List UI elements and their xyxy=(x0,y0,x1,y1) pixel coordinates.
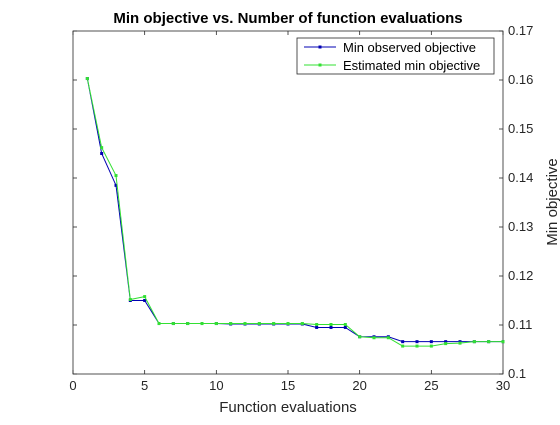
y-tick-label: 0.17 xyxy=(508,23,533,38)
legend-box xyxy=(296,37,495,75)
x-tick-label: 15 xyxy=(281,378,295,393)
series-1-point xyxy=(300,322,304,326)
x-tick-label: 25 xyxy=(424,378,438,393)
x-tick-label: 5 xyxy=(141,378,148,393)
plot-frame xyxy=(72,30,504,375)
series-1-point xyxy=(200,322,204,326)
series-1-point xyxy=(243,322,247,326)
series-1-point xyxy=(401,344,405,348)
series-0-point xyxy=(415,340,419,344)
series-1-point xyxy=(315,323,319,327)
legend: Min observed objective Estimated min obj… xyxy=(296,37,495,75)
y-tick-label: 0.11 xyxy=(508,317,532,332)
x-axis-label: Function evaluations xyxy=(219,399,357,416)
series-1-point xyxy=(472,340,476,344)
series-1-point xyxy=(214,322,218,326)
series-1-point xyxy=(415,344,419,348)
series-1-point xyxy=(143,295,147,299)
plot-area xyxy=(72,30,504,375)
series-1-point xyxy=(487,340,491,344)
series-1-point xyxy=(372,336,376,340)
series-1-point xyxy=(501,340,505,344)
series-0-point xyxy=(143,299,147,302)
x-tick-label: 0 xyxy=(69,378,76,393)
series-1-point xyxy=(429,344,433,348)
series-1-point xyxy=(128,298,132,302)
series-1-point xyxy=(386,336,390,340)
series-0-point xyxy=(429,340,433,344)
chart-title: Min objective vs. Number of function eva… xyxy=(113,10,462,27)
y-tick-label: 0.12 xyxy=(508,268,533,283)
series-1-point xyxy=(444,342,448,346)
series-1-point xyxy=(272,322,276,326)
series-1-point xyxy=(458,341,462,345)
x-tick-label: 10 xyxy=(209,378,223,393)
legend-marker-estimated xyxy=(318,63,322,67)
y-tick-label: 0.1 xyxy=(508,366,526,381)
series-layer xyxy=(85,77,505,348)
series-1-point xyxy=(257,322,261,326)
y-axis: 0.1 0.11 0.12 0.13 0.14 0.15 0.16 0.17 xyxy=(73,23,533,381)
series-0-point xyxy=(401,340,405,344)
legend-marker-observed xyxy=(318,45,322,49)
legend-label-estimated: Estimated min objective xyxy=(343,58,480,73)
series-1-point xyxy=(343,323,347,327)
series-1-point xyxy=(100,146,104,150)
series-1-point xyxy=(229,322,233,326)
series-0-point xyxy=(329,325,333,329)
series-0-point xyxy=(315,325,319,329)
legend-label-observed: Min observed objective xyxy=(343,40,476,55)
series-1-point xyxy=(171,322,175,326)
series-0-point xyxy=(114,183,118,187)
x-tick-label: 20 xyxy=(352,378,366,393)
y-tick-label: 0.13 xyxy=(508,219,533,234)
series-1-point xyxy=(186,322,190,326)
series-1-point xyxy=(358,335,362,339)
series-0-point xyxy=(100,152,104,155)
series-1-point xyxy=(286,322,290,326)
x-axis: 0 5 10 15 20 25 30 xyxy=(69,31,510,393)
y-tick-label: 0.14 xyxy=(508,170,533,185)
series-1-point xyxy=(85,77,89,81)
y-tick-label: 0.15 xyxy=(508,121,533,136)
series-1-point xyxy=(114,174,118,178)
series-0-point xyxy=(444,340,448,344)
y-tick-label: 0.16 xyxy=(508,72,533,87)
series-1-point xyxy=(329,323,333,327)
x-tick-label: 30 xyxy=(496,378,510,393)
y-axis-label: Min objective xyxy=(544,158,560,246)
series-1-point xyxy=(157,322,161,326)
series-0-point xyxy=(343,325,347,329)
series-line-1 xyxy=(86,78,503,347)
